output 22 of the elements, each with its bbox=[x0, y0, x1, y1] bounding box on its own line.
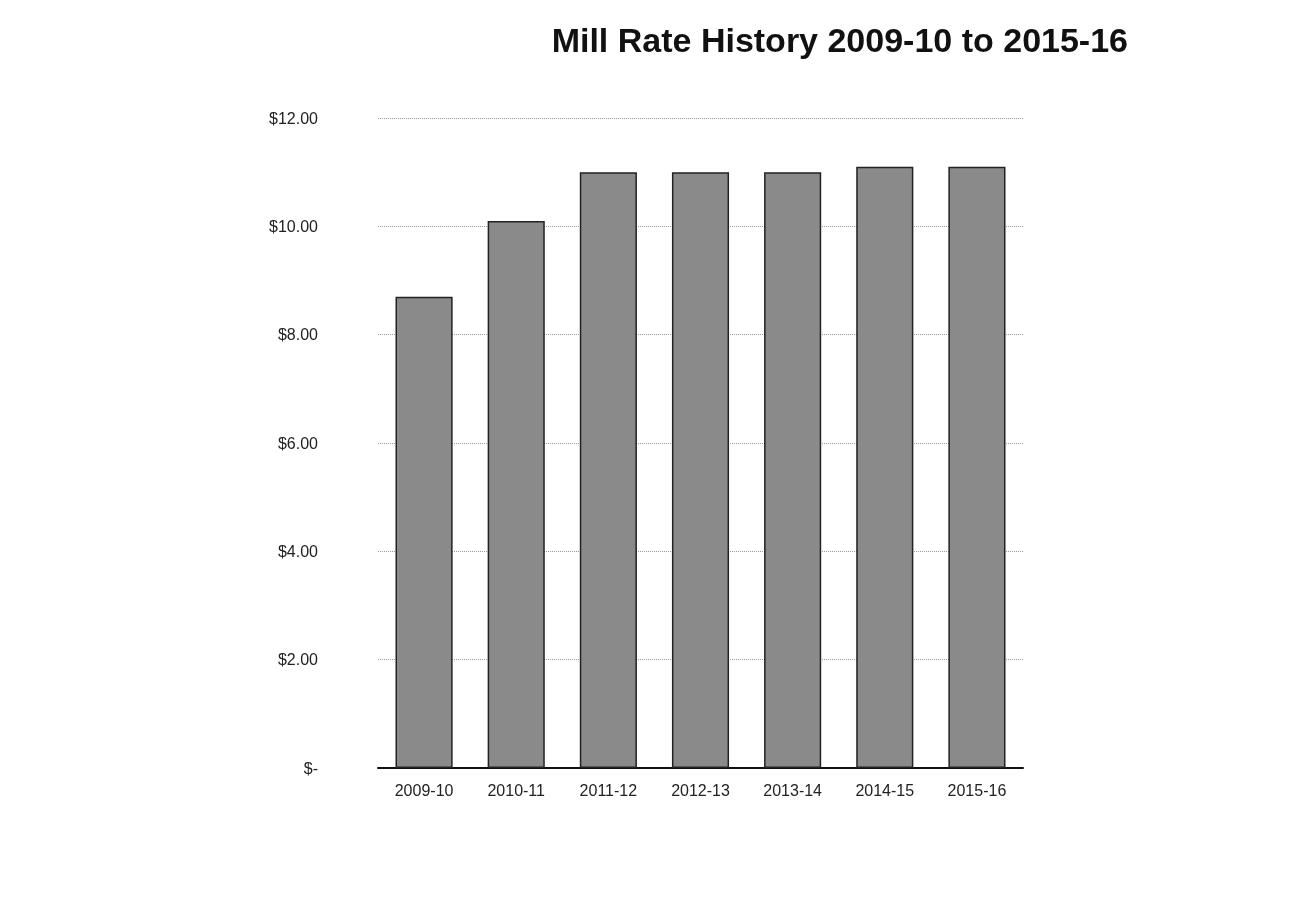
y-tick-label: $- bbox=[303, 759, 318, 777]
chart-title: Mill Rate History 2009-10 to 2015-16 bbox=[551, 21, 1128, 59]
bar bbox=[395, 296, 453, 768]
x-tick-label: 2013-14 bbox=[763, 781, 823, 799]
y-tick-label: $8.00 bbox=[277, 326, 319, 344]
bar bbox=[764, 172, 822, 768]
y-tick-label: $10.00 bbox=[269, 217, 319, 235]
bar bbox=[856, 166, 914, 768]
bar bbox=[487, 220, 545, 768]
x-tick-label: 2009-10 bbox=[394, 781, 454, 799]
y-tick-label: $4.00 bbox=[277, 542, 319, 560]
x-tick-label: 2014-15 bbox=[855, 781, 915, 799]
bar bbox=[948, 166, 1006, 768]
y-tick-label: $12.00 bbox=[269, 109, 319, 127]
bar bbox=[579, 172, 637, 768]
x-tick-label: 2012-13 bbox=[671, 781, 730, 799]
x-tick-label: 2010-11 bbox=[487, 781, 546, 799]
x-tick-label: 2015-16 bbox=[947, 781, 1007, 799]
y-tick-label: $2.00 bbox=[277, 651, 319, 669]
x-tick-label: 2011-12 bbox=[579, 781, 638, 799]
bar bbox=[671, 172, 730, 768]
y-tick-label: $6.00 bbox=[277, 434, 319, 452]
